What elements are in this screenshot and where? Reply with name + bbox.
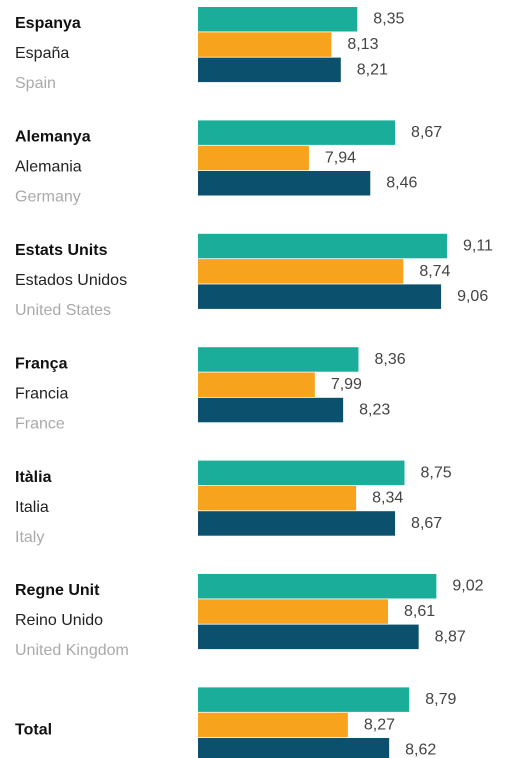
category-label: France [15, 415, 65, 432]
bar [198, 599, 388, 624]
category-label: United Kingdom [15, 642, 129, 659]
category-label: Italia [15, 499, 49, 516]
value-label: 8,21 [357, 61, 388, 78]
category-label: Alemania [15, 159, 82, 176]
value-label: 8,35 [373, 11, 404, 28]
category-label: Itàlia [15, 469, 52, 486]
category-label: Espanya [15, 15, 81, 32]
bar [198, 372, 315, 397]
bar [198, 574, 437, 599]
bar [198, 485, 357, 511]
category-label: Italy [15, 529, 44, 546]
value-label: 8,87 [435, 628, 466, 645]
category-label: Total [15, 722, 52, 739]
bar [198, 171, 371, 196]
value-label: 9,06 [457, 288, 488, 305]
bar [198, 284, 442, 309]
category-label: Francia [15, 385, 68, 402]
bar [198, 259, 404, 284]
category-label: Estados Unidos [15, 272, 127, 289]
value-label: 8,62 [405, 742, 436, 758]
value-label: 8,79 [425, 691, 456, 708]
value-label: 8,36 [374, 351, 405, 368]
value-label: 7,94 [325, 149, 356, 166]
bar [198, 712, 348, 738]
bar [198, 120, 396, 145]
value-label: 8,67 [411, 515, 442, 532]
bar [198, 233, 447, 259]
bar [198, 738, 390, 758]
bar [198, 347, 359, 372]
category-label: Regne Unit [15, 582, 100, 599]
value-label: 8,46 [386, 175, 417, 192]
category-label: Spain [15, 75, 56, 92]
value-label: 8,61 [404, 603, 435, 620]
bar [198, 145, 309, 171]
value-label: 8,67 [411, 124, 442, 141]
bar [198, 32, 332, 57]
bar [198, 511, 396, 536]
value-label: 8,13 [347, 36, 378, 53]
category-label: Germany [15, 189, 81, 206]
category-label: Reino Unido [15, 612, 103, 629]
value-label: 8,74 [419, 263, 450, 280]
category-label: United States [15, 302, 111, 319]
value-label: 8,23 [359, 402, 390, 419]
category-label: Estats Units [15, 242, 108, 259]
bar [198, 397, 344, 423]
bar [198, 460, 405, 486]
bar [198, 624, 419, 650]
value-label: 9,02 [452, 578, 483, 595]
bar [198, 687, 410, 712]
value-label: 9,11 [463, 238, 493, 255]
category-label: España [15, 45, 69, 62]
value-label: 7,99 [331, 376, 362, 393]
value-label: 8,75 [421, 464, 452, 481]
category-label: Alemanya [15, 129, 91, 146]
value-label: 8,27 [364, 716, 395, 733]
value-label: 8,34 [372, 490, 403, 507]
bar [198, 57, 341, 83]
bar [198, 7, 358, 32]
category-label: França [15, 355, 68, 372]
